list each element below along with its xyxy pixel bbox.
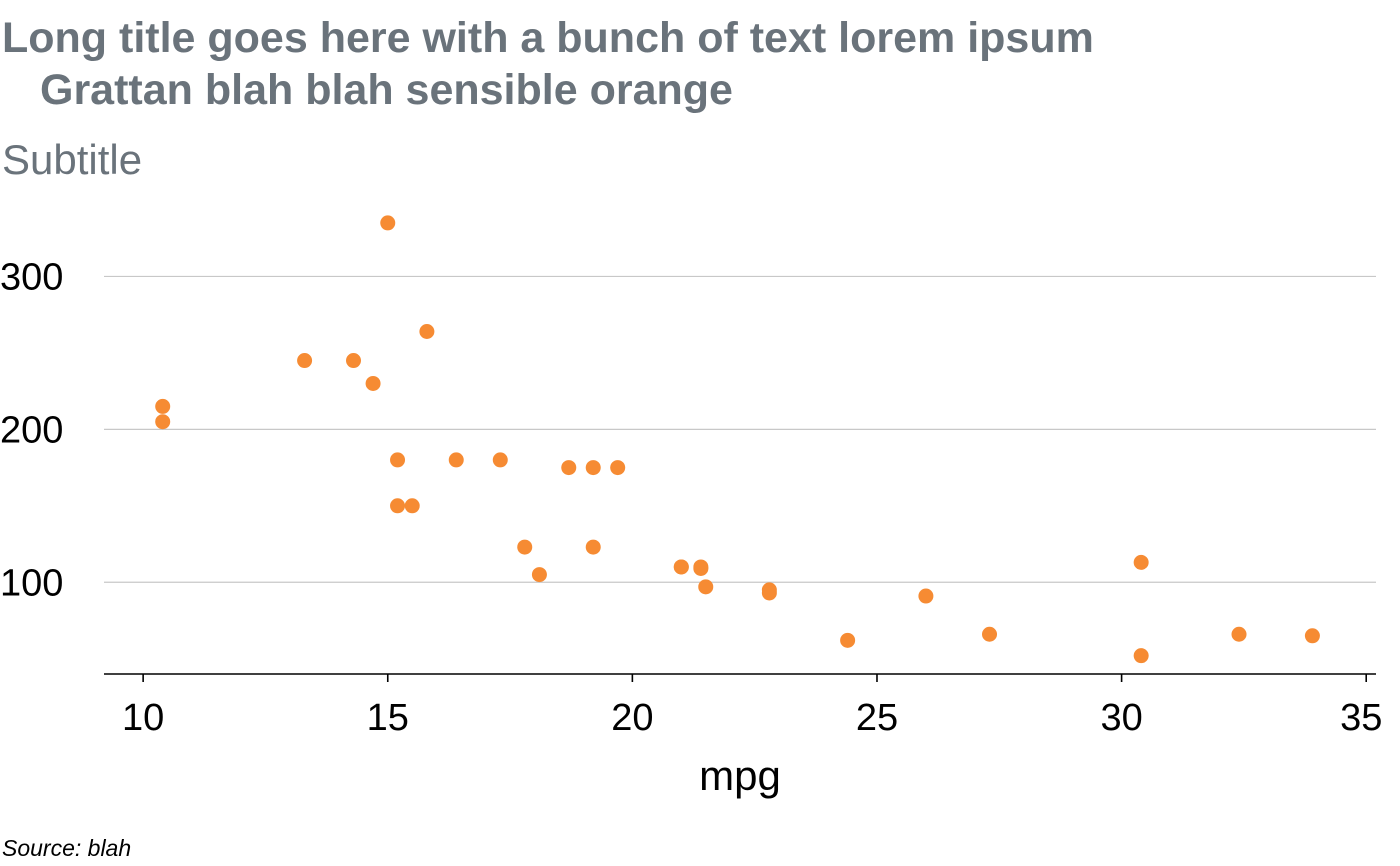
x-tick-label-30: 30	[1100, 697, 1142, 739]
data-point-22	[390, 498, 406, 514]
data-point-10	[517, 539, 533, 555]
data-point-9	[585, 539, 601, 555]
data-point-17	[1231, 626, 1247, 642]
data-point-21	[404, 498, 420, 514]
data-point-23	[297, 353, 313, 369]
data-point-19	[1304, 628, 1320, 644]
data-point-4	[561, 460, 577, 476]
source-note: Source: blah	[2, 835, 132, 861]
x-tick-label-25: 25	[856, 697, 898, 739]
data-point-20	[698, 579, 714, 595]
chart-title: Long title goes here with a bunch of tex…	[2, 12, 1094, 116]
data-point-11	[448, 452, 464, 468]
data-point-14	[155, 414, 171, 430]
chart-title-line-2: Grattan blah blah sensible orange	[40, 66, 733, 114]
data-point-15	[155, 398, 171, 414]
data-point-31	[693, 560, 709, 576]
x-axis: 10 15 20 25 30 35	[104, 673, 1382, 739]
data-point-28	[419, 323, 435, 339]
data-point-8	[761, 582, 777, 598]
x-tick-label-15: 15	[367, 697, 409, 739]
data-point-13	[390, 452, 406, 468]
y-tick-label-100: 100	[0, 562, 63, 604]
data-point-7	[840, 632, 856, 648]
chart-title-line-1: Long title goes here with a bunch of tex…	[2, 14, 1094, 62]
data-point-25	[982, 626, 998, 642]
data-point-1	[673, 559, 689, 575]
gridlines	[104, 275, 1376, 583]
data-point-6	[346, 353, 362, 369]
x-tick-label-35: 35	[1340, 697, 1382, 739]
data-point-5	[531, 567, 547, 583]
scatter-points	[155, 215, 1320, 664]
data-point-27	[1133, 554, 1149, 570]
data-point-30	[380, 215, 396, 231]
data-point-26	[918, 588, 934, 604]
y-tick-label-300: 300	[0, 256, 63, 298]
data-point-16	[365, 375, 381, 391]
data-point-12	[492, 452, 508, 468]
data-point-29	[610, 460, 626, 476]
chart-subtitle: Subtitle	[2, 136, 143, 183]
data-point-18	[1133, 648, 1149, 664]
y-tick-label-200: 200	[0, 409, 63, 451]
x-tick-label-10: 10	[122, 697, 164, 739]
y-axis-tick-labels: 100 200 300	[0, 256, 63, 604]
x-tick-label-20: 20	[611, 697, 653, 739]
data-point-24	[585, 460, 601, 476]
x-axis-title: mpg	[699, 752, 781, 799]
